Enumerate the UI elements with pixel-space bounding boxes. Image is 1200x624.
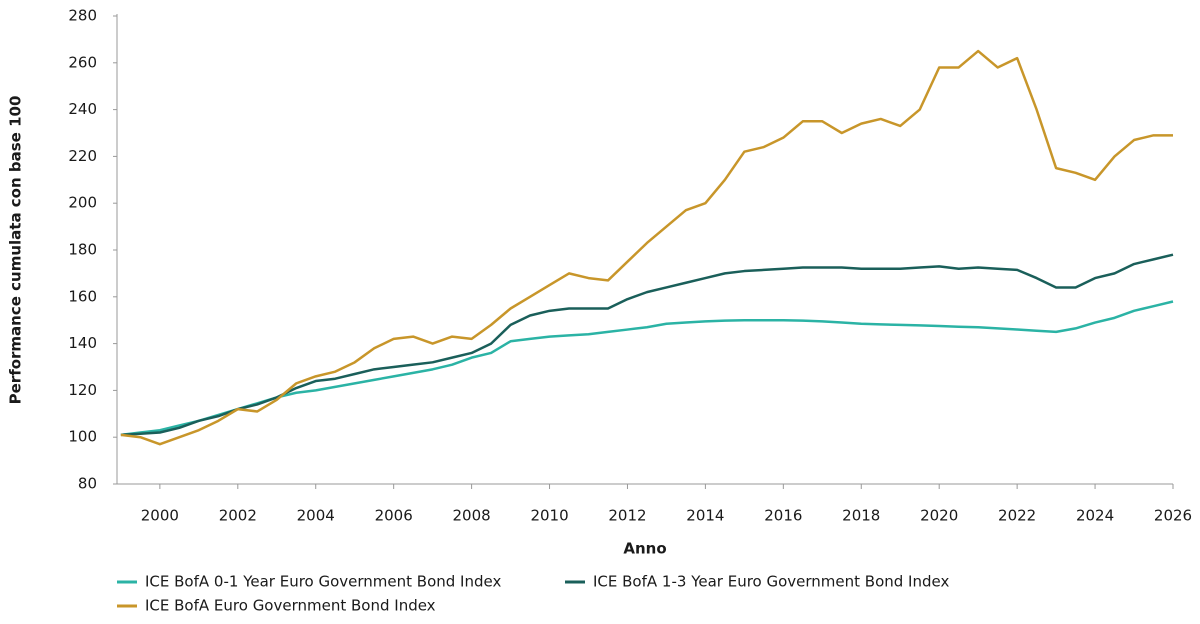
y-tick-label: 220 bbox=[68, 147, 97, 165]
y-tick-label: 140 bbox=[68, 334, 97, 352]
y-axis-label: Performance cumulata con base 100 bbox=[7, 96, 25, 405]
y-tick-label: 280 bbox=[68, 7, 97, 25]
x-tick-label: 2010 bbox=[530, 507, 568, 525]
x-tick-label: 2020 bbox=[920, 507, 958, 525]
x-axis-label: Anno bbox=[623, 540, 666, 558]
legend-label: ICE BofA 1-3 Year Euro Government Bond I… bbox=[593, 573, 949, 591]
y-tick-label: 100 bbox=[68, 428, 97, 446]
y-tick-label: 180 bbox=[68, 241, 97, 259]
x-tick-label: 2024 bbox=[1076, 507, 1114, 525]
y-tick-label: 240 bbox=[68, 100, 97, 118]
series-line bbox=[120, 300, 1174, 437]
series-line bbox=[120, 253, 1174, 437]
y-tick-label: 80 bbox=[78, 475, 97, 493]
x-tick-label: 2006 bbox=[375, 507, 413, 525]
x-tick-label: 2004 bbox=[297, 507, 335, 525]
x-tick-label: 2022 bbox=[998, 507, 1036, 525]
legend-label: ICE BofA 0-1 Year Euro Government Bond I… bbox=[145, 573, 501, 591]
x-tick-label: 2008 bbox=[453, 507, 491, 525]
x-tick-label: 2016 bbox=[764, 507, 802, 525]
x-tick-label: 2014 bbox=[686, 507, 724, 525]
y-tick-label: 160 bbox=[68, 287, 97, 305]
series-line bbox=[120, 49, 1173, 446]
y-tick-label: 260 bbox=[68, 53, 97, 71]
y-tick-label: 200 bbox=[68, 194, 97, 212]
x-tick-label: 2018 bbox=[842, 507, 880, 525]
x-tick-label: 2012 bbox=[608, 507, 646, 525]
x-tick-label: 2000 bbox=[141, 507, 179, 525]
y-tick-label: 120 bbox=[68, 381, 97, 399]
x-tick-label: 2002 bbox=[219, 507, 257, 525]
legend-label: ICE BofA Euro Government Bond Index bbox=[145, 597, 436, 615]
x-tick-label: 2026 bbox=[1154, 507, 1192, 525]
